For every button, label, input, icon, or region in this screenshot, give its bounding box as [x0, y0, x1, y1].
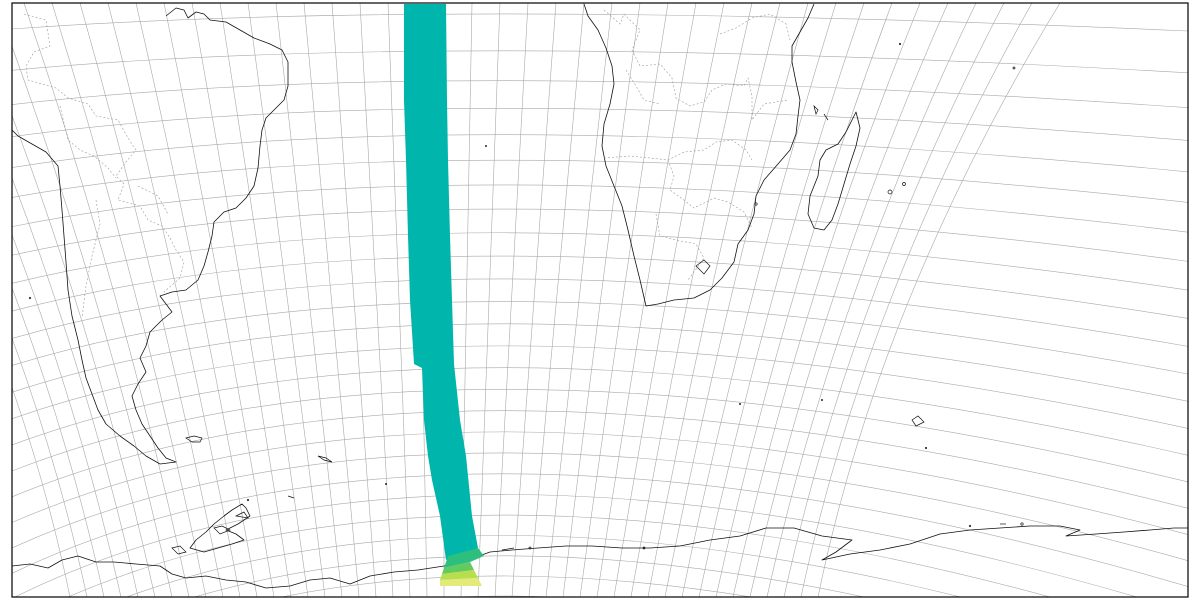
meridian-line [163, 3, 275, 597]
meridian-line [12, 177, 139, 597]
meridian-line [12, 114, 156, 597]
antarctic-peninsula [171, 482, 388, 555]
parallel-line [449, 595, 560, 597]
parallel-line [12, 452, 1188, 561]
africa [583, 3, 815, 307]
meridian-line [191, 3, 292, 597]
meridian-line [107, 3, 241, 597]
swath-low-1 [444, 548, 484, 568]
south-america [11, 7, 333, 465]
meridian-line [247, 3, 326, 597]
parallel-line [67, 514, 1051, 597]
map-frame [11, 2, 1189, 598]
meridian-line [681, 3, 837, 597]
meridian-line [732, 3, 921, 597]
meridian-line [79, 3, 224, 597]
parallel-line [12, 345, 1188, 429]
swath-main [404, 4, 478, 560]
meridian-line [12, 386, 71, 597]
meridian-line [511, 3, 557, 597]
parallel-line [193, 555, 866, 597]
meridian-line [579, 3, 669, 597]
meridian-line [817, 3, 1061, 597]
meridian-line [562, 3, 641, 597]
meridian-line [647, 3, 781, 597]
meridian-line [331, 3, 377, 597]
meridian-line [766, 3, 977, 597]
meridian-line [135, 3, 258, 597]
parallel-line [12, 255, 1188, 319]
meridian-line [494, 3, 529, 597]
parallel-line [12, 208, 1188, 262]
parallel-line [12, 80, 1188, 109]
parallel-line [12, 232, 1188, 291]
swath-low-4 [440, 578, 482, 586]
meridian-line [12, 45, 173, 597]
meridian-line [12, 337, 88, 597]
parallel-line [126, 535, 962, 597]
parallel-line [12, 134, 1188, 173]
parallel-line [12, 323, 1188, 402]
parallel-line [12, 108, 1188, 141]
meridian-line [630, 3, 753, 597]
meridian-line [359, 3, 394, 597]
parallel-line [12, 367, 1188, 456]
parallel-line [12, 159, 1188, 203]
parallel-line [12, 410, 1188, 509]
meridian-line [613, 3, 725, 597]
madagascar [424, 42, 1016, 450]
meridian-line [23, 3, 190, 597]
parallel-line [12, 301, 1188, 375]
parallel-line [12, 50, 1188, 74]
parallel-line [12, 388, 1188, 483]
meridian-line [715, 3, 893, 597]
satellite-swath [404, 4, 484, 586]
parallel-line [12, 278, 1188, 347]
meridian-line [219, 3, 309, 597]
parallel-line [12, 184, 1188, 233]
parallel-line [280, 575, 753, 597]
parallel-line [14, 494, 1138, 597]
swath-low-3 [440, 570, 478, 580]
meridian-line [387, 3, 411, 597]
antarctica-coast [11, 522, 1188, 589]
meridian-line [51, 3, 207, 597]
meridian-line [800, 3, 1033, 597]
parallel-line [12, 473, 1188, 587]
meridian-line [12, 287, 105, 597]
meridian-line [783, 3, 1005, 597]
parallel-line [12, 13, 1188, 32]
meridian-line [749, 3, 949, 597]
meridian-line [477, 3, 501, 597]
parallel-line [12, 431, 1188, 535]
meridian-line [698, 3, 865, 597]
